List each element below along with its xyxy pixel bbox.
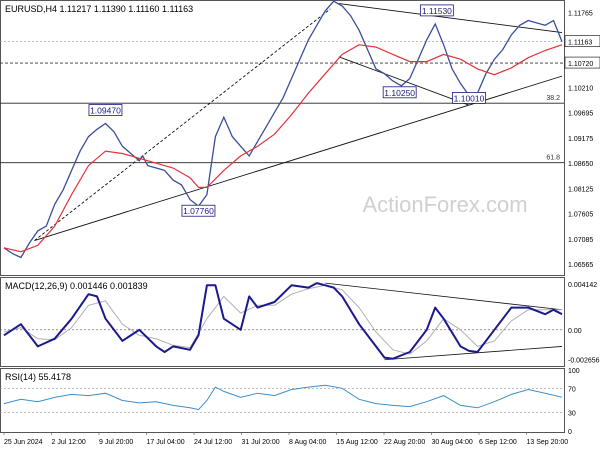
- x-tick-label: 8 Aug 04:00: [289, 439, 326, 446]
- swing-label: 1.09470: [90, 106, 121, 116]
- swing-label-box: [382, 86, 417, 99]
- macd-tick-label: 0.004142: [568, 282, 597, 289]
- fib-label-61.8: 61.8: [546, 155, 560, 162]
- price-tick-label: 1.08650: [568, 161, 593, 168]
- price-panel: 38.261.81.120001.115301.102501.100101.09…: [0, 0, 600, 269]
- rsi-line: [3, 384, 563, 411]
- price-title: EURUSD,H4 1.11217 1.11390 1.11160 1.1116…: [5, 4, 193, 14]
- level-tag: [564, 56, 600, 69]
- trend-line-4: [338, 56, 470, 106]
- x-axis: 25 Jun 2024 2 Jul 12:00 9 Jul 20:00 17 Jul …: [3, 432, 569, 446]
- macd-tick-label: 0.00: [568, 328, 582, 335]
- price-tick-label: 1.09175: [568, 136, 593, 143]
- swing-label: 1.10250: [384, 88, 415, 98]
- price-panel-frame: [0, 0, 565, 276]
- level-tag-label: 1.10720: [568, 61, 593, 68]
- macd-trend-lower: [384, 346, 563, 361]
- x-tick-label: 6 Sep 12:00: [479, 439, 517, 446]
- x-tick-label: 30 Aug 04:00: [432, 439, 473, 446]
- rsi-tick-label: 30: [568, 411, 576, 418]
- swing-label-box: [88, 104, 123, 116]
- swing-label: 1.11530: [422, 6, 452, 16]
- swing-label-box: [419, 4, 454, 17]
- macd-signal-line: [3, 284, 562, 355]
- swing-label-box: [452, 92, 486, 104]
- rsi-tick-label: 0: [568, 429, 572, 436]
- price-tick-label: 1.06565: [568, 262, 593, 269]
- fib-label-38.2: 38.2: [546, 95, 560, 102]
- x-tick-label: 2 Jul 12:00: [52, 439, 86, 446]
- x-tick-label: 24 Jul 12:00: [194, 439, 232, 446]
- x-tick-label: 15 Aug 12:00: [337, 439, 378, 446]
- price-line: [3, 0, 563, 259]
- price-tick-label: 1.10210: [568, 86, 593, 93]
- moving-average-line: [3, 44, 563, 253]
- watermark: ActionForex.com: [362, 192, 527, 217]
- macd-panel-frame: [0, 277, 565, 367]
- price-tick-label: 1.11765: [568, 11, 593, 18]
- price-tick-label: 1.07605: [568, 212, 593, 219]
- swing-label-box: [181, 204, 216, 217]
- rsi-tick-label: 70: [568, 386, 576, 393]
- current-price-tag: [564, 35, 600, 47]
- rsi-panel: 100 70 30 0: [0, 368, 580, 436]
- x-tick-label: 25 Jun 2024: [4, 439, 43, 446]
- x-tick-label: 31 Jul 20:00: [242, 439, 280, 446]
- rsi-panel-frame: [0, 368, 565, 433]
- trend-line-3: [338, 3, 563, 34]
- x-tick-label: 9 Jul 20:00: [99, 439, 133, 446]
- macd-tick-label: -0.002656: [568, 357, 600, 364]
- swing-label: 1.10010: [454, 93, 485, 103]
- price-tick-label: 1.09695: [568, 111, 593, 118]
- rsi-tick-label: 100: [568, 368, 580, 375]
- macd-title: MACD(12,26,9) 0.001446 0.001839: [5, 281, 148, 291]
- macd-trend-upper: [325, 282, 563, 311]
- x-tick-label: 17 Jul 04:00: [147, 439, 185, 446]
- current-price-label: 1.11163: [568, 40, 592, 47]
- swing-label: 1.07760: [183, 206, 214, 216]
- rsi-title: RSI(14) 55.4178: [5, 372, 71, 382]
- x-tick-label: 13 Sep 20:00: [527, 439, 569, 446]
- macd-line: [3, 282, 563, 360]
- macd-panel: 0.004142 0.00 -0.002656: [0, 282, 600, 364]
- x-tick-label: 22 Aug 20:00: [384, 439, 425, 446]
- price-tick-label: 1.08125: [568, 187, 593, 194]
- trend-line-2: [34, 8, 331, 241]
- price-tick-label: 1.07085: [568, 237, 593, 244]
